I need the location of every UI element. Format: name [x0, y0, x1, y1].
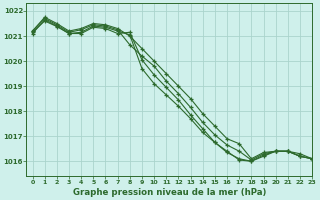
X-axis label: Graphe pression niveau de la mer (hPa): Graphe pression niveau de la mer (hPa)	[73, 188, 266, 197]
